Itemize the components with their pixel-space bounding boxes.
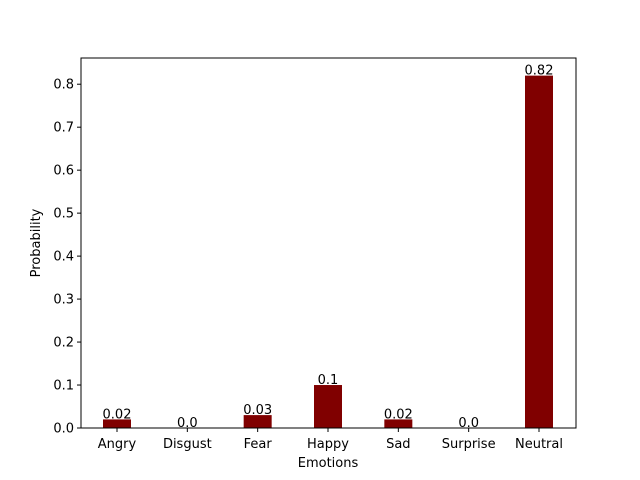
- x-tick-label-fear: Fear: [244, 437, 273, 452]
- y-tick-label-6: 0.6: [53, 164, 74, 179]
- x-tick-label-angry: Angry: [98, 437, 137, 452]
- bars-group: [103, 75, 553, 428]
- bar-sad: [384, 419, 413, 428]
- bar-happy: [314, 385, 342, 428]
- x-tick-label-happy: Happy: [307, 437, 349, 452]
- x-tick-label-surprise: Surprise: [442, 437, 496, 452]
- value-label-disgust: 0.0: [177, 416, 198, 431]
- y-tick-label-8: 0.8: [53, 78, 74, 93]
- value-label-neutral: 0.82: [525, 64, 554, 79]
- x-tick-label-disgust: Disgust: [163, 437, 212, 452]
- y-axis-label: Probability: [29, 208, 44, 277]
- y-tick-label-7: 0.7: [53, 121, 74, 136]
- y-tick-label-2: 0.2: [53, 336, 74, 351]
- bar-neutral: [525, 75, 553, 428]
- x-axis: Angry Disgust Fear Happy Sad Surprise Neutral: [98, 428, 563, 452]
- y-tick-label-4: 0.4: [53, 250, 74, 265]
- bar-fear: [243, 415, 272, 428]
- y-tick-label-0: 0.0: [53, 422, 74, 437]
- y-axis: 0.0 0.1 0.2 0.3 0.4 0.5 0.6 0.7 0.8: [53, 78, 81, 437]
- y-tick-label-3: 0.3: [53, 293, 74, 308]
- y-tick-label-5: 0.5: [53, 207, 74, 222]
- value-labels-group: 0.02 0.0 0.03 0.1 0.02 0.0 0.82: [103, 64, 554, 431]
- value-label-sad: 0.02: [384, 407, 413, 422]
- x-axis-label: Emotions: [298, 456, 359, 471]
- value-label-happy: 0.1: [318, 373, 339, 388]
- value-label-fear: 0.03: [243, 403, 272, 418]
- value-label-surprise: 0.0: [458, 416, 479, 431]
- x-tick-label-sad: Sad: [386, 437, 410, 452]
- x-tick-label-neutral: Neutral: [515, 437, 563, 452]
- bar-angry: [103, 419, 131, 428]
- value-label-angry: 0.02: [103, 407, 132, 422]
- y-tick-label-1: 0.1: [53, 379, 74, 394]
